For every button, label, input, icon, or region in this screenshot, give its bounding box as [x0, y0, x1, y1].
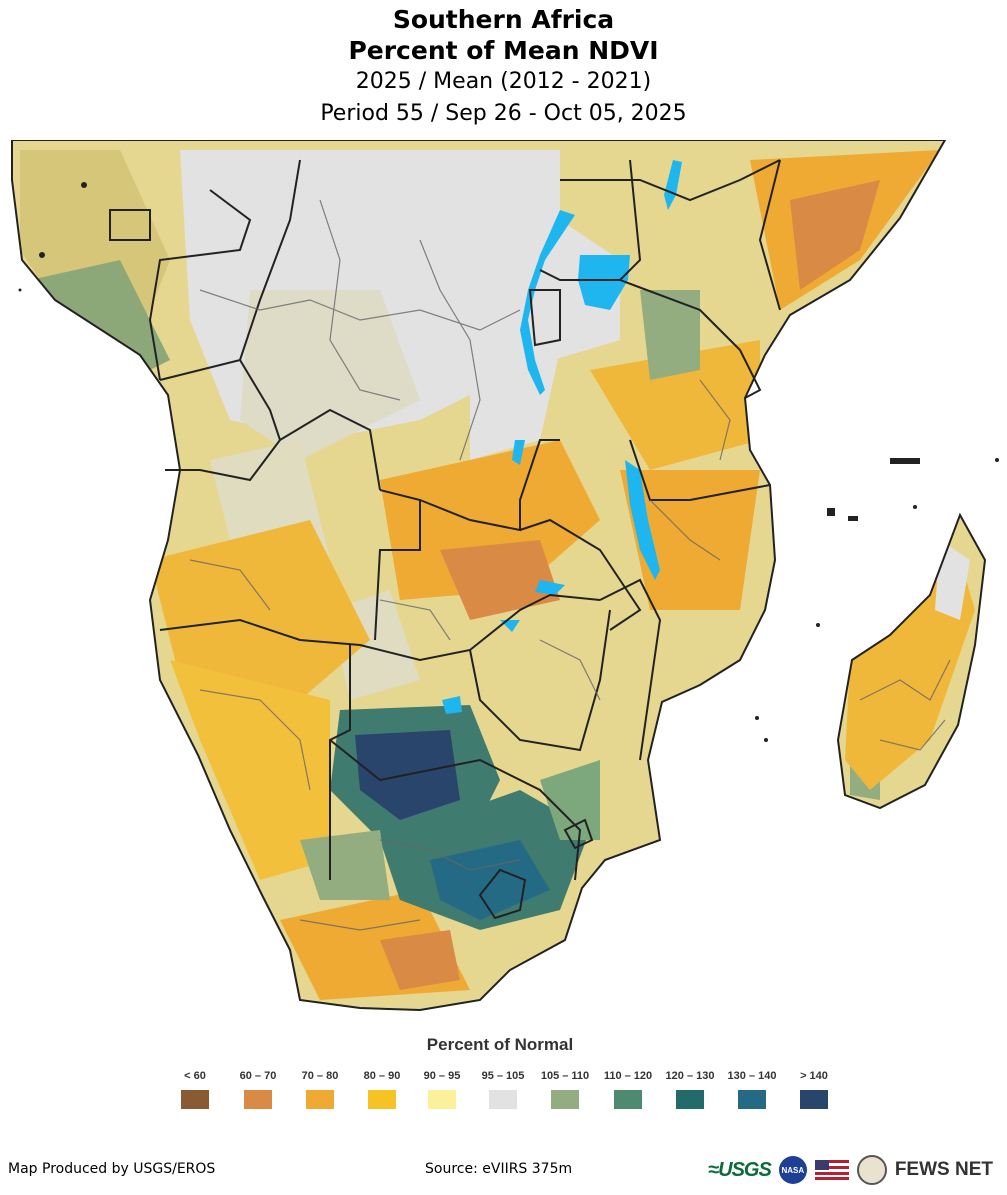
- country-borders: [11, 140, 987, 1012]
- islands: [18, 182, 999, 742]
- admin-borders: [189, 199, 951, 931]
- legend-swatch: [428, 1090, 456, 1109]
- legend-swatch: [181, 1090, 209, 1109]
- legend-swatch: [614, 1090, 642, 1109]
- legend-item: 60 – 70: [228, 1068, 288, 1109]
- legend-label: 130 – 140: [727, 1070, 777, 1082]
- legend-label: 90 – 95: [423, 1070, 461, 1082]
- legend-item: 105 – 110: [535, 1068, 595, 1109]
- comparison-period: 2025 / Mean (2012 - 2021): [355, 69, 652, 94]
- legend-item: 70 – 80: [290, 1068, 350, 1109]
- legend-item: 120 – 130: [660, 1068, 720, 1109]
- ndvi-map: [11, 140, 999, 1012]
- us-flag-icon: [814, 1160, 849, 1180]
- legend-label: 120 – 130: [665, 1070, 715, 1082]
- dekad-period: Period 55 / Sep 26 - Oct 05, 2025: [320, 101, 687, 126]
- legend: < 60 60 – 70 70 – 80 80 – 90 90 – 95 95 – 105…: [0, 1068, 1007, 1118]
- legend-label: 110 – 120: [603, 1070, 653, 1082]
- legend-swatch: [489, 1090, 517, 1109]
- legend-label: 70 – 80: [301, 1070, 339, 1082]
- legend-label: > 140: [800, 1070, 828, 1082]
- legend-swatch: [368, 1090, 396, 1109]
- ndvi-raster: [12, 140, 985, 1010]
- usgs-logo: ≈USGS: [708, 1158, 772, 1181]
- legend-item: 130 – 140: [722, 1068, 782, 1109]
- legend-item: 80 – 90: [352, 1068, 412, 1109]
- legend-label: 95 – 105: [481, 1070, 525, 1082]
- legend-swatch: [306, 1090, 334, 1109]
- legend-title: Percent of Normal: [426, 1035, 574, 1054]
- legend-swatch: [244, 1090, 272, 1109]
- map-title: Southern Africa: [392, 5, 615, 34]
- legend-swatch: [551, 1090, 579, 1109]
- legend-item: 95 – 105: [473, 1068, 533, 1109]
- fews-net-logo: FEWS NET: [894, 1159, 993, 1180]
- legend-item: 90 – 95: [412, 1068, 472, 1109]
- legend-label: 105 – 110: [540, 1070, 590, 1082]
- producer-credit: Map Produced by USGS/EROS: [8, 1161, 216, 1177]
- legend-label: 60 – 70: [239, 1070, 277, 1082]
- map-titles: Southern Africa Percent of Mean NDVI 202…: [0, 4, 1007, 130]
- state-department-seal-icon: [856, 1155, 887, 1185]
- map-subtitle: Percent of Mean NDVI: [348, 36, 659, 65]
- legend-item: < 60: [165, 1068, 225, 1109]
- agency-logos: ≈USGS NASA FEWS NET: [708, 1154, 993, 1186]
- nasa-logo: NASA: [778, 1156, 807, 1184]
- legend-item: 110 – 120: [598, 1068, 658, 1109]
- legend-swatch: [676, 1090, 704, 1109]
- legend-label: 80 – 90: [363, 1070, 401, 1082]
- legend-swatch: [738, 1090, 766, 1109]
- legend-label: < 60: [184, 1070, 206, 1082]
- data-source: Source: eVIIRS 375m: [425, 1161, 573, 1177]
- legend-swatch: [800, 1090, 828, 1109]
- legend-item: > 140: [784, 1068, 844, 1109]
